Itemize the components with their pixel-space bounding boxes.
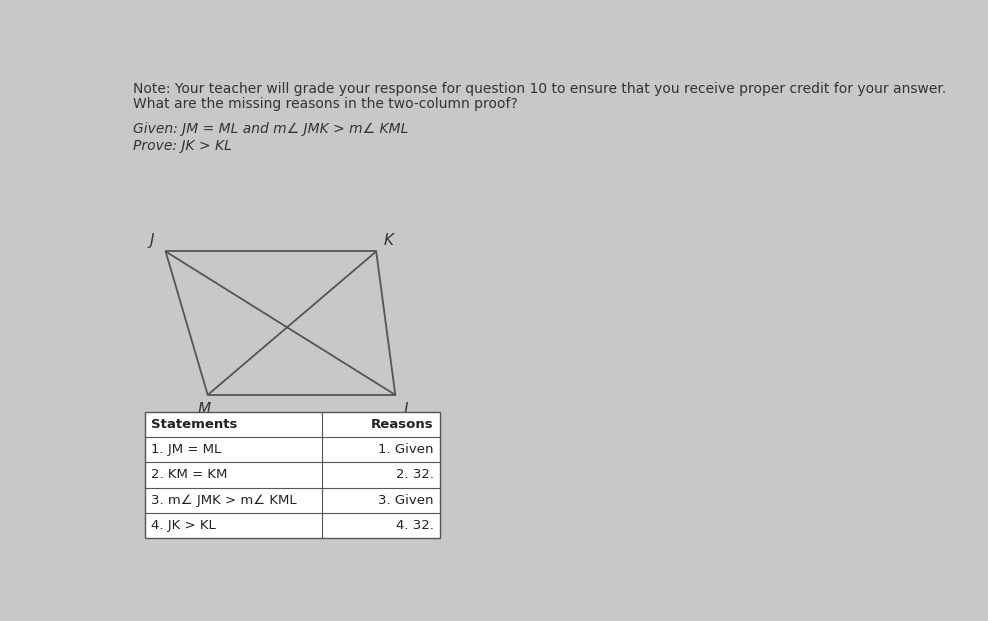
Text: 3. m∠ JMK > m∠ KML: 3. m∠ JMK > m∠ KML — [151, 494, 296, 507]
Text: 2. KM = KM: 2. KM = KM — [151, 468, 227, 481]
Text: J: J — [149, 233, 154, 248]
Text: L: L — [403, 402, 412, 417]
Text: What are the missing reasons in the two-column proof?: What are the missing reasons in the two-… — [132, 97, 518, 112]
Text: M: M — [198, 402, 210, 417]
Text: Reasons: Reasons — [370, 418, 434, 431]
Text: 2. 32.: 2. 32. — [395, 468, 434, 481]
Text: 1. Given: 1. Given — [378, 443, 434, 456]
Text: 3. Given: 3. Given — [378, 494, 434, 507]
Text: Prove: JK > KL: Prove: JK > KL — [132, 139, 231, 153]
Text: 4. 32.: 4. 32. — [396, 519, 434, 532]
Text: 1. JM = ML: 1. JM = ML — [151, 443, 221, 456]
Text: K: K — [383, 233, 393, 248]
Text: 4. JK > KL: 4. JK > KL — [151, 519, 215, 532]
Text: Statements: Statements — [151, 418, 237, 431]
FancyBboxPatch shape — [145, 412, 440, 538]
Text: Given: JM = ML and m∠ JMK > m∠ KML: Given: JM = ML and m∠ JMK > m∠ KML — [132, 122, 408, 137]
Text: Note: Your teacher will grade your response for question 10 to ensure that you r: Note: Your teacher will grade your respo… — [132, 82, 946, 96]
